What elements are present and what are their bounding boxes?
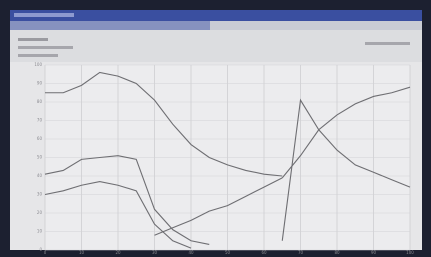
y-tick-label: 50 [37,155,43,160]
screen-photo: 0102030405060708090100010203040506070809… [0,0,431,257]
y-tick-label: 20 [37,210,43,215]
x-tick-label: 0 [44,250,47,255]
x-tick-label: 60 [261,250,267,255]
x-tick-label: 80 [334,250,340,255]
info-text [18,46,73,49]
info-text [18,54,58,57]
y-tick-label: 40 [37,173,43,178]
y-tick-label: 100 [34,62,42,67]
y-tick-label: 10 [37,229,43,234]
x-tick-label: 90 [371,250,377,255]
x-tick-label: 40 [188,250,194,255]
y-tick-label: 80 [37,99,43,104]
toolbar-tabs[interactable] [10,21,210,30]
y-tick-label: 30 [37,192,43,197]
info-text [365,42,410,45]
y-tick-label: 70 [37,118,43,123]
x-tick-label: 20 [115,250,121,255]
x-tick-label: 70 [298,250,304,255]
y-tick-label: 90 [37,81,43,86]
x-tick-label: 30 [152,250,158,255]
x-tick-label: 50 [225,250,231,255]
title-text [14,13,74,17]
info-text [18,38,48,41]
x-tick-label: 100 [406,250,414,255]
y-tick-label: 60 [37,136,43,141]
x-tick-label: 10 [79,250,85,255]
